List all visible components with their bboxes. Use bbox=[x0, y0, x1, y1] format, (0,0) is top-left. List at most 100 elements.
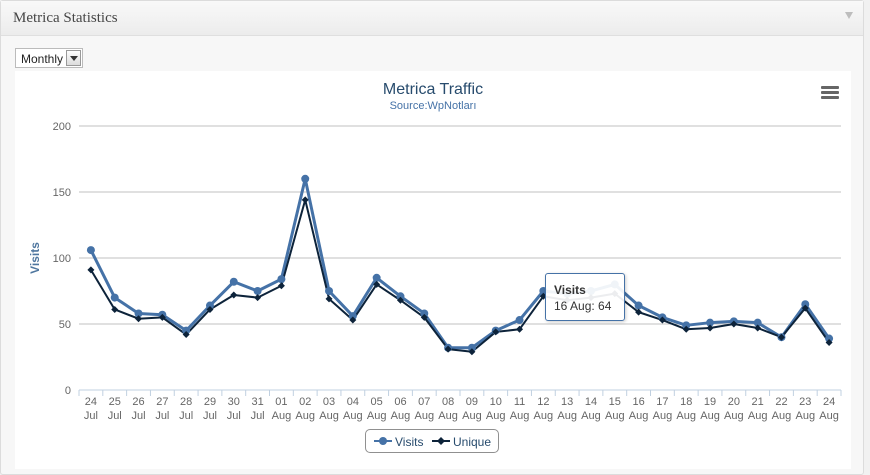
period-select[interactable]: Monthly bbox=[15, 48, 83, 68]
y-tick-label: 50 bbox=[59, 319, 71, 331]
x-tick-label-month: Jul bbox=[179, 410, 193, 422]
x-tick-label-month: Aug bbox=[343, 410, 363, 422]
data-point-unique bbox=[230, 291, 238, 299]
data-point-unique bbox=[468, 348, 476, 356]
y-tick-label: 200 bbox=[53, 121, 71, 133]
x-tick-label-day: 04 bbox=[347, 396, 359, 408]
data-point-unique bbox=[635, 308, 643, 316]
x-tick-label-day: 12 bbox=[537, 396, 549, 408]
x-tick-label-day: 01 bbox=[275, 396, 287, 408]
tooltip-value: 16 Aug: 64 bbox=[554, 299, 612, 313]
data-point-visits bbox=[110, 293, 119, 302]
chart-legend: Visits Unique bbox=[365, 429, 499, 453]
data-point-visits bbox=[86, 246, 95, 255]
x-tick-label-month: Aug bbox=[772, 410, 792, 422]
data-point-visits bbox=[348, 312, 357, 321]
x-tick-label-day: 02 bbox=[299, 396, 311, 408]
x-tick-label-day: 31 bbox=[251, 396, 263, 408]
chart-svg: 050100150200Visits24Jul25Jul26Jul27Jul28… bbox=[28, 121, 842, 422]
x-tick-label-month: Jul bbox=[251, 410, 265, 422]
x-tick-label-month: Aug bbox=[319, 410, 339, 422]
x-tick-label-day: 16 bbox=[632, 396, 644, 408]
chart-menu-icon[interactable] bbox=[821, 86, 839, 100]
data-point-unique bbox=[301, 196, 309, 204]
x-tick-label-day: 24 bbox=[823, 396, 835, 408]
data-point-unique bbox=[373, 280, 381, 288]
data-point-visits bbox=[682, 321, 691, 330]
x-tick-label-day: 22 bbox=[775, 396, 787, 408]
data-point-visits bbox=[515, 316, 524, 325]
data-point-unique bbox=[277, 282, 285, 290]
data-point-unique bbox=[254, 294, 262, 302]
x-tick-label-month: Aug bbox=[438, 410, 458, 422]
data-point-visits bbox=[706, 318, 715, 327]
x-tick-label-day: 05 bbox=[371, 396, 383, 408]
x-tick-label-day: 09 bbox=[466, 396, 478, 408]
legend-visits-label: Visits bbox=[395, 435, 424, 449]
x-tick-label-day: 25 bbox=[109, 396, 121, 408]
data-point-visits bbox=[182, 326, 191, 335]
x-tick-label-month: Aug bbox=[795, 410, 815, 422]
data-point-unique bbox=[420, 313, 428, 321]
data-point-unique bbox=[206, 305, 214, 313]
x-tick-label-day: 18 bbox=[680, 396, 692, 408]
x-tick-label-day: 19 bbox=[704, 396, 716, 408]
data-point-visits bbox=[467, 343, 476, 352]
dropdown-arrow-icon[interactable] bbox=[66, 50, 81, 66]
x-tick-label-month: Aug bbox=[629, 410, 649, 422]
data-point-unique bbox=[349, 316, 357, 324]
data-point-visits bbox=[229, 277, 238, 286]
x-tick-label-month: Jul bbox=[108, 410, 122, 422]
data-point-visits bbox=[753, 318, 762, 327]
y-axis-title: Visits bbox=[28, 242, 42, 274]
x-tick-label-month: Aug bbox=[534, 410, 554, 422]
x-tick-label-month: Aug bbox=[724, 410, 744, 422]
series-line-unique bbox=[90, 198, 830, 353]
period-select-value: Monthly bbox=[21, 52, 64, 66]
x-tick-label-day: 24 bbox=[85, 396, 97, 408]
data-point-unique bbox=[658, 316, 666, 324]
x-tick-label-day: 06 bbox=[394, 396, 406, 408]
x-tick-label-month: Aug bbox=[510, 410, 530, 422]
data-point-visits bbox=[277, 275, 286, 284]
x-tick-label-day: 21 bbox=[752, 396, 764, 408]
data-point-unique bbox=[516, 325, 524, 333]
x-tick-label-month: Aug bbox=[486, 410, 506, 422]
x-tick-label-month: Aug bbox=[581, 410, 601, 422]
widget-header[interactable]: Metrica Statistics bbox=[1, 1, 863, 36]
data-point-unique bbox=[801, 304, 809, 312]
data-point-unique bbox=[396, 296, 404, 304]
x-tick-label-month: Jul bbox=[132, 410, 146, 422]
x-tick-label-month: Aug bbox=[557, 410, 577, 422]
x-tick-label-month: Aug bbox=[391, 410, 411, 422]
data-point-unique bbox=[730, 320, 738, 328]
x-tick-label-day: 29 bbox=[204, 396, 216, 408]
data-point-visits bbox=[325, 287, 334, 295]
x-tick-label-month: Aug bbox=[462, 410, 482, 422]
data-point-unique bbox=[492, 328, 500, 336]
collapse-arrow-icon[interactable] bbox=[845, 12, 853, 19]
data-point-unique bbox=[754, 324, 762, 332]
data-point-unique bbox=[182, 331, 190, 339]
x-tick-label-month: Aug bbox=[676, 410, 696, 422]
x-tick-label-day: 20 bbox=[728, 396, 740, 408]
data-point-unique bbox=[158, 313, 166, 321]
x-tick-label-day: 27 bbox=[156, 396, 168, 408]
series-line-visits bbox=[89, 177, 831, 350]
data-point-visits bbox=[801, 300, 810, 309]
data-point-visits bbox=[825, 334, 834, 343]
data-point-unique bbox=[111, 305, 119, 313]
x-tick-label-month: Jul bbox=[227, 410, 241, 422]
legend-unique-label: Unique bbox=[453, 435, 492, 449]
data-point-unique bbox=[706, 324, 714, 332]
legend-unique-swatch bbox=[432, 437, 450, 445]
chart-tooltip: Visits 16 Aug: 64 bbox=[545, 273, 625, 321]
x-tick-label-day: 14 bbox=[585, 396, 597, 408]
data-point-visits bbox=[396, 292, 405, 301]
x-tick-label-day: 28 bbox=[180, 396, 192, 408]
x-tick-label-month: Aug bbox=[748, 410, 768, 422]
x-tick-label-month: Aug bbox=[819, 410, 839, 422]
data-point-unique bbox=[87, 266, 95, 274]
x-tick-label-day: 23 bbox=[799, 396, 811, 408]
